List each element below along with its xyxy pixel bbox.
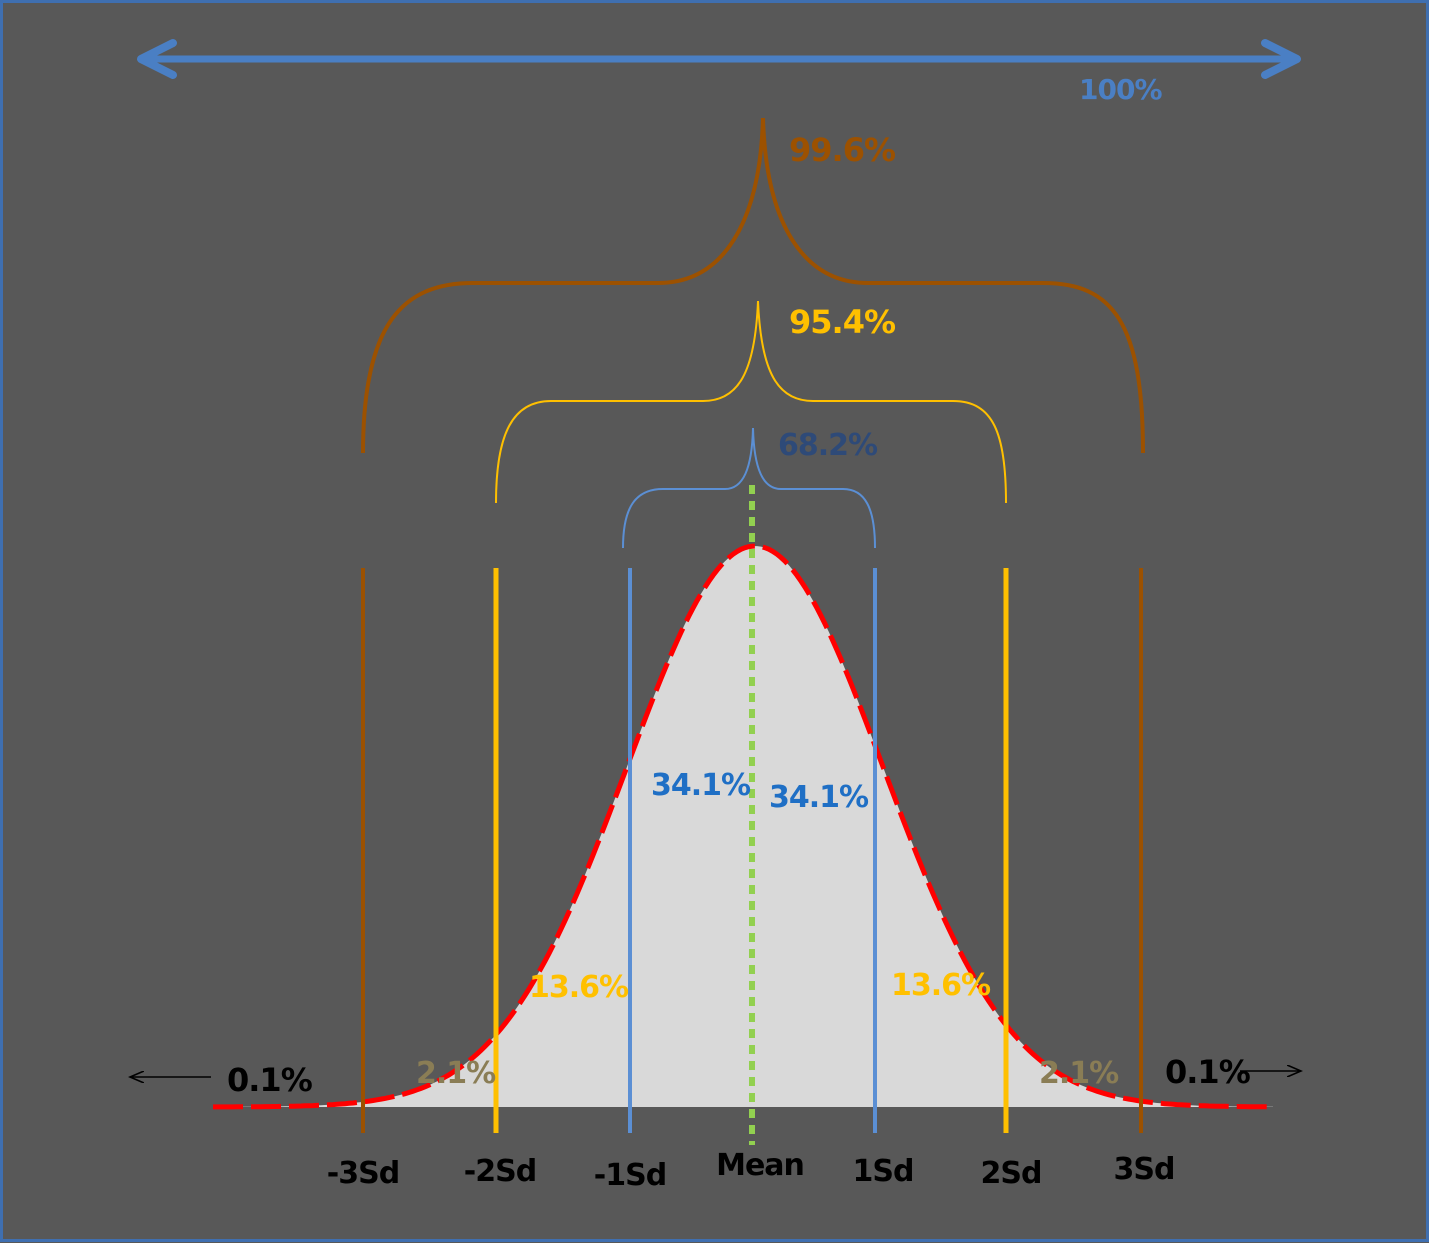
band-left-tail-label: 0.1% <box>227 1061 313 1099</box>
full-range-arrow <box>137 39 1301 79</box>
band-left-2-label: 13.6% <box>529 970 629 1005</box>
tick-plus-2sd: 2Sd <box>981 1156 1042 1191</box>
band-right-2-label: 13.6% <box>891 968 991 1003</box>
bracket-2sd-label: 95.4% <box>789 303 896 341</box>
tick-mean: Mean <box>716 1148 804 1183</box>
bell-curve-area <box>213 546 1273 1107</box>
axis-ticks: -3Sd -2Sd -1Sd Mean 1Sd 2Sd 3Sd <box>327 1148 1176 1193</box>
band-right-3-label: 2.1% <box>1039 1056 1119 1091</box>
bracket-1sd <box>622 427 876 549</box>
full-range-label: 100% <box>1079 73 1162 106</box>
band-left-3-label: 2.1% <box>416 1056 496 1091</box>
full-range-arrow-left-head <box>137 39 177 79</box>
bell-curve-outline <box>213 543 1273 1110</box>
full-range-arrow-right-head <box>1261 39 1301 79</box>
tick-plus-3sd: 3Sd <box>1114 1152 1175 1187</box>
bracket-3sd-label: 99.6% <box>789 131 896 169</box>
tick-plus-1sd: 1Sd <box>853 1154 914 1189</box>
bracket-2sd <box>495 300 1007 504</box>
band-left-1-label: 34.1% <box>651 768 751 803</box>
tick-minus-3sd: -3Sd <box>327 1156 399 1191</box>
tick-minus-1sd: -1Sd <box>594 1158 666 1193</box>
band-right-tail-label: 0.1% <box>1165 1053 1251 1091</box>
diagram-canvas: 100% 99.6% 95.4% 68.2% 0.1% 2.1% 13.6% 3… <box>3 39 1426 1193</box>
bracket-3sd <box>361 117 1145 454</box>
bracket-1sd-label: 68.2% <box>778 428 878 463</box>
tick-minus-2sd: -2Sd <box>464 1154 536 1189</box>
band-right-1-label: 34.1% <box>769 780 869 815</box>
